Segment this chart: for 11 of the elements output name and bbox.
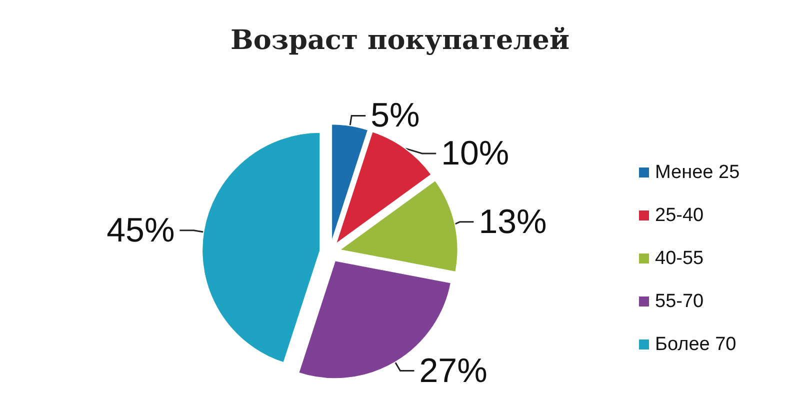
data-label: 5% [370, 96, 420, 135]
legend-label: Более 70 [655, 334, 736, 355]
chart-title: Возраст покупателей [230, 25, 570, 56]
data-label: 27% [419, 352, 488, 390]
data-label: 10% [441, 134, 510, 172]
data-label: 45% [106, 211, 175, 250]
legend-label: 40-55 [655, 248, 704, 269]
legend-label: 55-70 [655, 291, 704, 312]
legend-label: 25-40 [655, 205, 704, 226]
data-label: 13% [478, 202, 547, 241]
legend-label: Менее 25 [655, 162, 740, 183]
